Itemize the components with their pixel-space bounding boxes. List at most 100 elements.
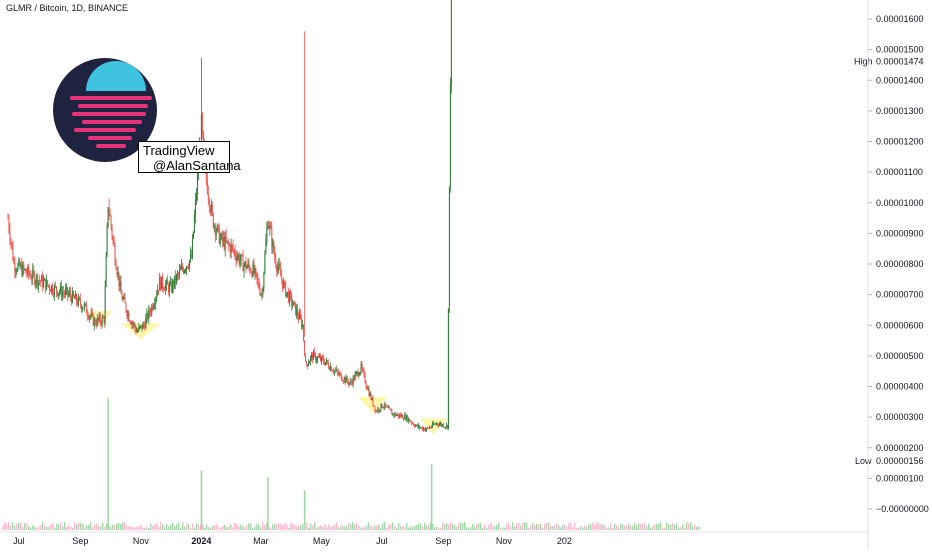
candle-body xyxy=(322,358,324,363)
candle-body xyxy=(431,426,433,428)
candle-body xyxy=(258,281,260,289)
volume-bar xyxy=(40,525,42,530)
volume-bar xyxy=(20,522,22,530)
candle-body xyxy=(378,408,380,411)
candle-body xyxy=(168,284,170,293)
candle-body xyxy=(282,279,284,289)
candle-body xyxy=(236,257,238,261)
candle-body xyxy=(276,266,278,272)
volume-bar xyxy=(102,522,104,530)
volume-bar xyxy=(418,523,420,530)
candle-body xyxy=(438,424,440,426)
x-axis: Jul Sep Nov 2024 Mar May Jul Sep Nov 202 xyxy=(0,531,868,546)
volume-bar xyxy=(230,524,232,530)
volume-bar xyxy=(162,524,164,530)
volume-bar xyxy=(558,525,560,530)
candle-body xyxy=(447,308,449,429)
volume-bar xyxy=(80,523,82,530)
candle-body xyxy=(293,301,295,305)
candle-body xyxy=(360,364,362,372)
candle-body xyxy=(66,287,68,295)
x-tick-label: 2024 xyxy=(191,536,211,546)
volume-bar xyxy=(502,527,504,530)
volume-bar xyxy=(430,522,432,530)
candle-body xyxy=(229,245,231,253)
volume-bar xyxy=(308,527,310,530)
candle-body xyxy=(442,424,444,428)
volume-bar xyxy=(590,524,592,530)
low-tag-value: 0.00000156 xyxy=(876,456,924,466)
volume-bar xyxy=(86,525,88,530)
candle-body xyxy=(96,318,98,326)
volume-bar xyxy=(560,527,562,530)
volume-bar xyxy=(220,527,222,530)
volume-bar xyxy=(176,524,178,530)
volume-bar xyxy=(36,527,38,530)
y-tick-label: 0.00000300 xyxy=(876,412,924,422)
volume-bar xyxy=(516,523,518,530)
candle-body xyxy=(202,131,204,141)
candle-body xyxy=(146,313,148,319)
candle-body xyxy=(350,381,352,383)
candle-body xyxy=(353,376,355,380)
candle-body xyxy=(349,381,351,383)
volume-bar xyxy=(114,525,116,530)
volume-bar xyxy=(552,526,554,530)
candle-body xyxy=(367,388,369,390)
volume-bar xyxy=(110,526,112,530)
level-layer: 0.000014550.000008350.000007100.00000540… xyxy=(854,56,924,466)
candle-body xyxy=(193,215,195,232)
volume-bar xyxy=(616,525,618,530)
candle-body xyxy=(437,424,439,426)
volume-bar xyxy=(84,527,86,530)
volume-bar xyxy=(576,527,578,530)
volume-bar xyxy=(238,525,240,530)
volume-bar xyxy=(640,523,642,530)
candle-body xyxy=(373,405,375,407)
candle-body xyxy=(177,273,179,275)
volume-bar xyxy=(540,523,542,530)
volume-bar xyxy=(264,524,266,530)
candle-body xyxy=(208,198,210,208)
candle-body xyxy=(35,282,37,285)
volume-bar xyxy=(428,524,430,530)
volume-bar xyxy=(444,524,446,530)
volume-bar xyxy=(330,526,332,530)
candle-body xyxy=(91,313,93,315)
volume-bar xyxy=(534,524,536,530)
volume-bar xyxy=(528,527,530,530)
volume-bar xyxy=(622,524,624,530)
y-tick-label: 0.00001100 xyxy=(876,167,923,177)
candle-body xyxy=(58,293,60,296)
candle-body xyxy=(201,115,203,132)
volume-bar xyxy=(128,526,130,530)
volume-bar xyxy=(536,523,538,530)
candle-body xyxy=(335,369,337,371)
volume-bar xyxy=(348,522,350,530)
candle-body xyxy=(33,269,35,274)
volume-bar xyxy=(646,525,648,530)
volume-bar xyxy=(360,527,362,530)
candle-body xyxy=(404,414,406,420)
candle-body xyxy=(20,264,22,268)
candle-body xyxy=(115,262,117,270)
candle-body xyxy=(69,292,71,297)
candle-body xyxy=(225,236,227,242)
volume-bar xyxy=(174,526,176,530)
volume-bar xyxy=(42,522,44,530)
candle-body xyxy=(330,366,332,371)
volume-bar xyxy=(316,527,318,530)
volume-bar xyxy=(350,524,352,530)
candle-body xyxy=(83,303,85,309)
volume-layer xyxy=(2,398,700,530)
candle-body xyxy=(252,263,254,277)
volume-spike xyxy=(200,470,203,530)
candle-body xyxy=(171,282,173,292)
candle-body xyxy=(313,351,315,354)
candle-body xyxy=(141,325,143,330)
y-tick-label: 0.00001300 xyxy=(876,106,924,116)
candle-body xyxy=(230,244,232,253)
candle-body xyxy=(39,280,41,282)
volume-bar xyxy=(216,523,218,530)
volume-bar xyxy=(426,525,428,530)
